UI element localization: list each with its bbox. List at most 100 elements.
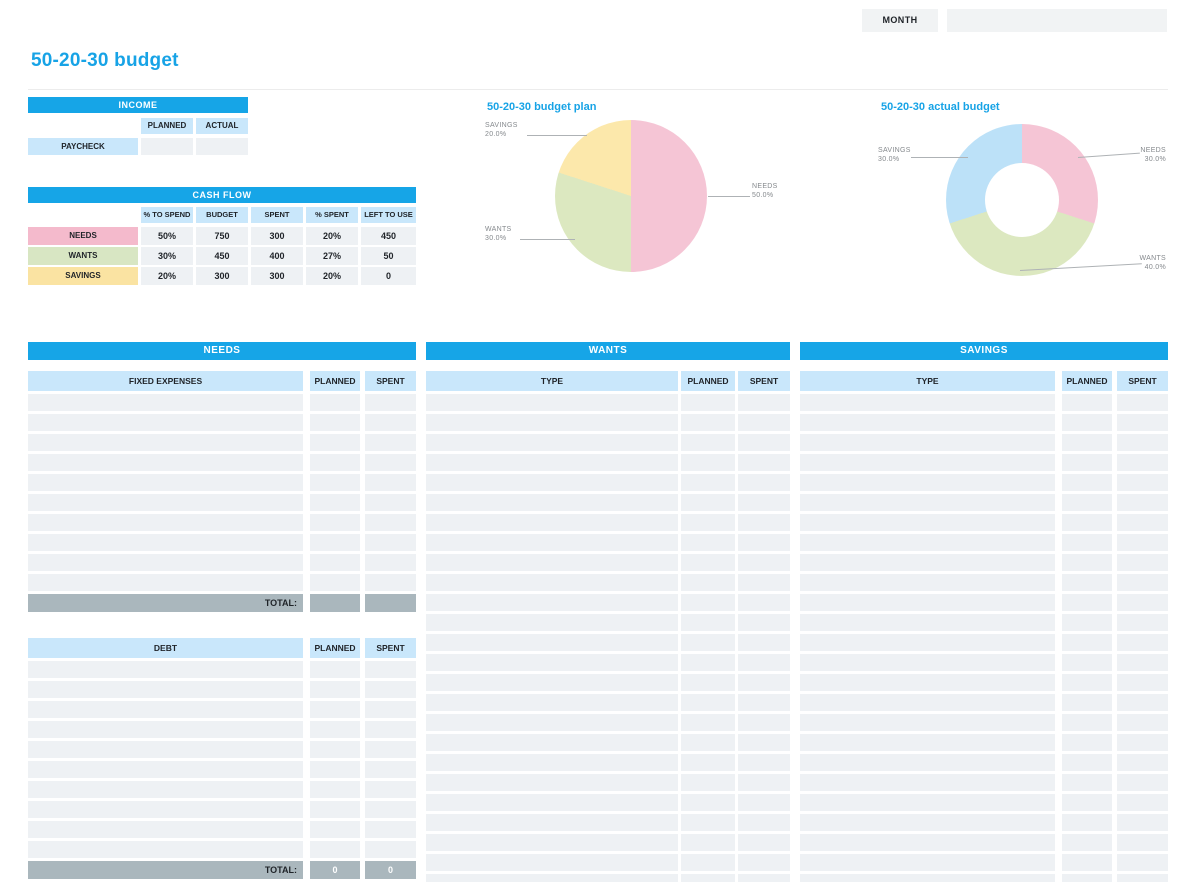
wants-spent-cell[interactable]: [738, 614, 790, 631]
savings-planned-cell[interactable]: [1062, 534, 1112, 551]
savings-type-cell[interactable]: [800, 654, 1055, 671]
debt-spent-cell[interactable]: [365, 761, 416, 778]
wants-planned-cell[interactable]: [681, 754, 735, 771]
wants-planned-cell[interactable]: [681, 854, 735, 871]
savings-type-cell[interactable]: [800, 594, 1055, 611]
wants-spent-cell[interactable]: [738, 874, 790, 882]
savings-spent-cell[interactable]: [1117, 814, 1168, 831]
savings-spent-cell[interactable]: [1117, 614, 1168, 631]
debt-name-cell[interactable]: [28, 701, 303, 718]
debt-spent-cell[interactable]: [365, 701, 416, 718]
wants-spent-cell[interactable]: [738, 494, 790, 511]
debt-spent-cell[interactable]: [365, 661, 416, 678]
debt-spent-cell[interactable]: [365, 681, 416, 698]
savings-planned-cell[interactable]: [1062, 674, 1112, 691]
wants-spent-cell[interactable]: [738, 554, 790, 571]
savings-spent-cell[interactable]: [1117, 434, 1168, 451]
savings-type-cell[interactable]: [800, 394, 1055, 411]
wants-planned-cell[interactable]: [681, 514, 735, 531]
wants-spent-cell[interactable]: [738, 674, 790, 691]
debt-planned-cell[interactable]: [310, 841, 360, 858]
wants-planned-cell[interactable]: [681, 454, 735, 471]
fixed-expense-spent-cell[interactable]: [365, 494, 416, 511]
fixed-expense-name-cell[interactable]: [28, 434, 303, 451]
debt-planned-cell[interactable]: [310, 781, 360, 798]
wants-spent-cell[interactable]: [738, 774, 790, 791]
fixed-expense-spent-cell[interactable]: [365, 574, 416, 591]
savings-planned-cell[interactable]: [1062, 514, 1112, 531]
wants-type-cell[interactable]: [426, 394, 678, 411]
wants-type-cell[interactable]: [426, 874, 678, 882]
savings-spent-cell[interactable]: [1117, 514, 1168, 531]
savings-spent-cell[interactable]: [1117, 414, 1168, 431]
savings-planned-cell[interactable]: [1062, 754, 1112, 771]
fixed-expense-name-cell[interactable]: [28, 574, 303, 591]
fixed-expense-planned-cell[interactable]: [310, 514, 360, 531]
savings-spent-cell[interactable]: [1117, 834, 1168, 851]
wants-spent-cell[interactable]: [738, 594, 790, 611]
fixed-expense-planned-cell[interactable]: [310, 534, 360, 551]
debt-name-cell[interactable]: [28, 801, 303, 818]
fixed-expense-planned-cell[interactable]: [310, 574, 360, 591]
savings-spent-cell[interactable]: [1117, 774, 1168, 791]
wants-type-cell[interactable]: [426, 814, 678, 831]
savings-type-cell[interactable]: [800, 774, 1055, 791]
savings-type-cell[interactable]: [800, 554, 1055, 571]
wants-planned-cell[interactable]: [681, 534, 735, 551]
fixed-expense-spent-cell[interactable]: [365, 534, 416, 551]
fixed-expense-name-cell[interactable]: [28, 554, 303, 571]
wants-planned-cell[interactable]: [681, 414, 735, 431]
wants-type-cell[interactable]: [426, 794, 678, 811]
wants-type-cell[interactable]: [426, 694, 678, 711]
wants-spent-cell[interactable]: [738, 834, 790, 851]
wants-planned-cell[interactable]: [681, 594, 735, 611]
wants-type-cell[interactable]: [426, 414, 678, 431]
wants-spent-cell[interactable]: [738, 854, 790, 871]
fixed-expense-spent-cell[interactable]: [365, 414, 416, 431]
wants-type-cell[interactable]: [426, 754, 678, 771]
debt-spent-cell[interactable]: [365, 841, 416, 858]
fixed-expense-planned-cell[interactable]: [310, 394, 360, 411]
fixed-expense-planned-cell[interactable]: [310, 474, 360, 491]
fixed-expense-spent-cell[interactable]: [365, 554, 416, 571]
savings-planned-cell[interactable]: [1062, 814, 1112, 831]
wants-planned-cell[interactable]: [681, 814, 735, 831]
wants-planned-cell[interactable]: [681, 734, 735, 751]
wants-planned-cell[interactable]: [681, 694, 735, 711]
savings-planned-cell[interactable]: [1062, 654, 1112, 671]
fixed-expense-planned-cell[interactable]: [310, 494, 360, 511]
wants-spent-cell[interactable]: [738, 434, 790, 451]
fixed-expense-name-cell[interactable]: [28, 454, 303, 471]
debt-name-cell[interactable]: [28, 721, 303, 738]
debt-planned-cell[interactable]: [310, 821, 360, 838]
wants-spent-cell[interactable]: [738, 814, 790, 831]
savings-planned-cell[interactable]: [1062, 874, 1112, 882]
savings-spent-cell[interactable]: [1117, 474, 1168, 491]
savings-planned-cell[interactable]: [1062, 834, 1112, 851]
savings-type-cell[interactable]: [800, 494, 1055, 511]
wants-type-cell[interactable]: [426, 854, 678, 871]
wants-spent-cell[interactable]: [738, 754, 790, 771]
wants-planned-cell[interactable]: [681, 654, 735, 671]
debt-spent-cell[interactable]: [365, 781, 416, 798]
savings-spent-cell[interactable]: [1117, 534, 1168, 551]
savings-type-cell[interactable]: [800, 534, 1055, 551]
wants-type-cell[interactable]: [426, 734, 678, 751]
savings-planned-cell[interactable]: [1062, 794, 1112, 811]
debt-planned-cell[interactable]: [310, 681, 360, 698]
savings-type-cell[interactable]: [800, 694, 1055, 711]
paycheck-actual-cell[interactable]: [196, 138, 248, 155]
wants-planned-cell[interactable]: [681, 774, 735, 791]
savings-type-cell[interactable]: [800, 814, 1055, 831]
debt-planned-cell[interactable]: [310, 741, 360, 758]
fixed-expense-planned-cell[interactable]: [310, 414, 360, 431]
debt-name-cell[interactable]: [28, 741, 303, 758]
savings-spent-cell[interactable]: [1117, 674, 1168, 691]
savings-type-cell[interactable]: [800, 414, 1055, 431]
savings-planned-cell[interactable]: [1062, 494, 1112, 511]
wants-planned-cell[interactable]: [681, 474, 735, 491]
wants-type-cell[interactable]: [426, 614, 678, 631]
wants-spent-cell[interactable]: [738, 454, 790, 471]
wants-type-cell[interactable]: [426, 514, 678, 531]
fixed-expense-name-cell[interactable]: [28, 534, 303, 551]
